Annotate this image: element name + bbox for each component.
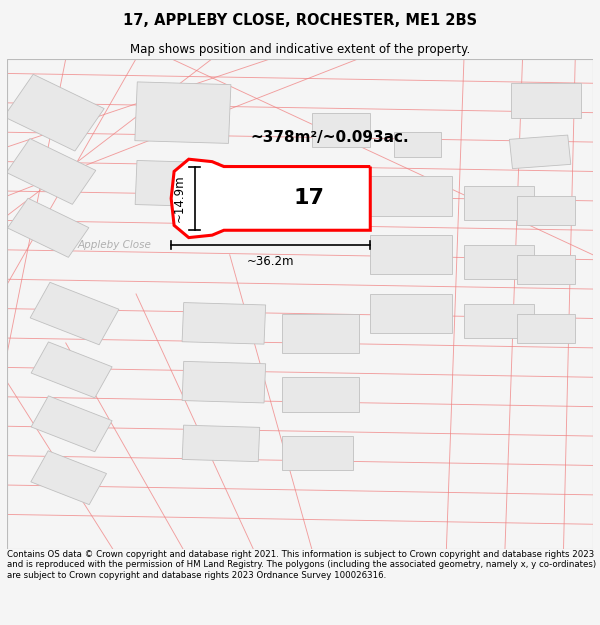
Polygon shape (182, 302, 266, 344)
Text: Map shows position and indicative extent of the property.: Map shows position and indicative extent… (130, 42, 470, 56)
Polygon shape (283, 436, 353, 471)
Polygon shape (4, 74, 104, 151)
Polygon shape (135, 161, 219, 207)
Polygon shape (464, 245, 534, 279)
Polygon shape (464, 186, 534, 221)
Text: Contains OS data © Crown copyright and database right 2021. This information is : Contains OS data © Crown copyright and d… (7, 550, 596, 580)
Polygon shape (31, 396, 112, 452)
Polygon shape (182, 425, 260, 462)
Text: ~14.9m: ~14.9m (173, 174, 186, 222)
Polygon shape (312, 112, 370, 147)
Polygon shape (464, 304, 534, 338)
Polygon shape (517, 314, 575, 343)
Polygon shape (31, 342, 112, 398)
Polygon shape (30, 282, 119, 345)
Polygon shape (283, 378, 359, 411)
Text: ~36.2m: ~36.2m (247, 255, 295, 268)
Polygon shape (283, 314, 359, 352)
Polygon shape (511, 83, 581, 118)
Text: 17, APPLEBY CLOSE, ROCHESTER, ME1 2BS: 17, APPLEBY CLOSE, ROCHESTER, ME1 2BS (123, 12, 477, 28)
Polygon shape (182, 361, 266, 403)
Polygon shape (370, 294, 452, 333)
PathPatch shape (171, 159, 370, 238)
Polygon shape (370, 235, 452, 274)
Polygon shape (8, 198, 89, 258)
Polygon shape (31, 451, 107, 504)
Polygon shape (517, 196, 575, 226)
Polygon shape (135, 82, 231, 143)
Polygon shape (7, 139, 96, 204)
Text: Appleby Close: Appleby Close (77, 240, 151, 250)
Polygon shape (517, 255, 575, 284)
Polygon shape (370, 176, 452, 216)
Polygon shape (509, 135, 571, 169)
Text: 17: 17 (293, 188, 324, 208)
Polygon shape (394, 132, 440, 157)
Text: ~378m²/~0.093ac.: ~378m²/~0.093ac. (250, 129, 409, 144)
